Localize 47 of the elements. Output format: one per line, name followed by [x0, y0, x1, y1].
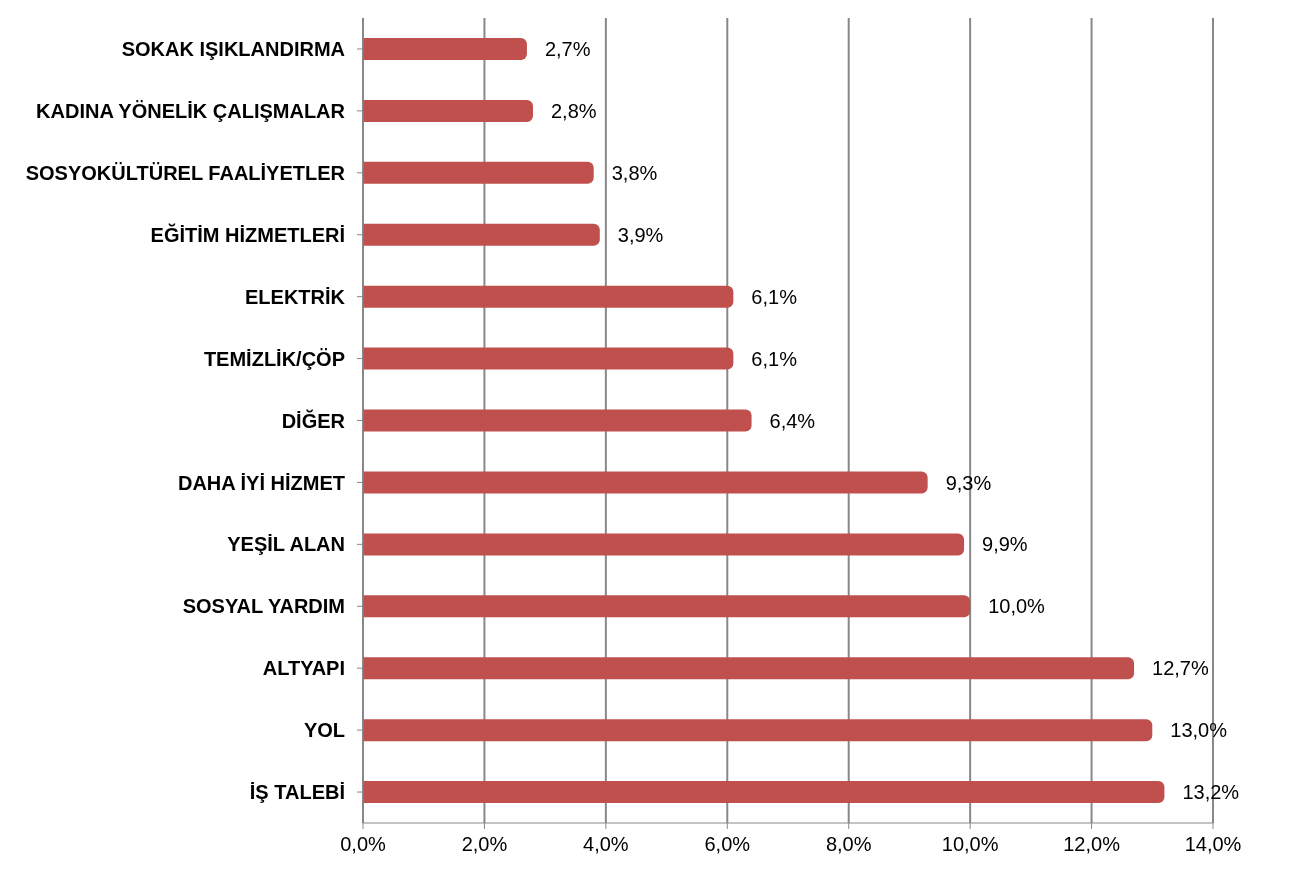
x-tick-label: 2,0%: [461, 833, 508, 856]
y-tick-label: KADINA YÖNELİK ÇALIŞMALAR: [36, 99, 346, 122]
bar: [363, 161, 594, 184]
bar: [363, 471, 928, 494]
data-label: 6,1%: [751, 285, 798, 308]
data-label: 10,0%: [988, 595, 1046, 618]
x-tick-label: 12,0%: [1063, 833, 1121, 856]
bar: [363, 409, 752, 432]
y-tick-label: SOSYAL YARDIM: [182, 595, 345, 618]
x-tick-label: 8,0%: [825, 833, 872, 856]
x-tick-label: 14,0%: [1184, 833, 1242, 856]
bar: [363, 657, 1135, 680]
data-label: 12,7%: [1152, 657, 1209, 680]
data-label: 6,1%: [751, 347, 798, 370]
bar: [363, 533, 965, 556]
x-tick-label: 6,0%: [704, 833, 751, 856]
y-tick-label: SOSYOKÜLTÜREL FAALİYETLER: [25, 161, 346, 184]
bar: [363, 781, 1165, 804]
y-tick-label: ELEKTRİK: [245, 285, 346, 308]
y-tick-label: SOKAK IŞIKLANDIRMA: [121, 38, 345, 61]
y-tick-label: DİĞER: [281, 408, 346, 432]
y-tick-label: DAHA İYİ HİZMET: [177, 471, 345, 494]
bar: [363, 223, 600, 246]
data-label: 2,7%: [544, 38, 591, 61]
bar: [363, 285, 734, 308]
bar: [363, 719, 1153, 742]
y-tick-label: YEŞİL ALAN: [227, 533, 345, 556]
y-tick-label: EĞİTİM HİZMETLERİ: [150, 222, 345, 246]
y-tick-label: İŞ TALEBİ: [249, 781, 345, 804]
x-tick-label: 4,0%: [583, 833, 629, 856]
data-label: 2,8%: [551, 100, 597, 123]
data-label: 13,2%: [1182, 781, 1240, 804]
y-tick-label: YOL: [303, 719, 345, 742]
bar: [363, 347, 734, 370]
data-label: 6,4%: [769, 409, 816, 432]
bar: [363, 38, 527, 60]
bar: [363, 99, 533, 122]
data-label: 13,0%: [1170, 719, 1228, 742]
data-label: 3,8%: [611, 161, 658, 184]
y-tick-label: TEMİZLİK/ÇÖP: [203, 347, 345, 370]
bar: [363, 595, 971, 618]
x-tick-label: 0,0%: [340, 833, 387, 856]
y-tick-label: ALTYAPI: [262, 657, 345, 680]
data-label: 3,9%: [617, 223, 664, 246]
x-tick-label: 10,0%: [941, 833, 999, 856]
data-label: 9,9%: [982, 533, 1028, 556]
data-label: 9,3%: [945, 471, 992, 494]
